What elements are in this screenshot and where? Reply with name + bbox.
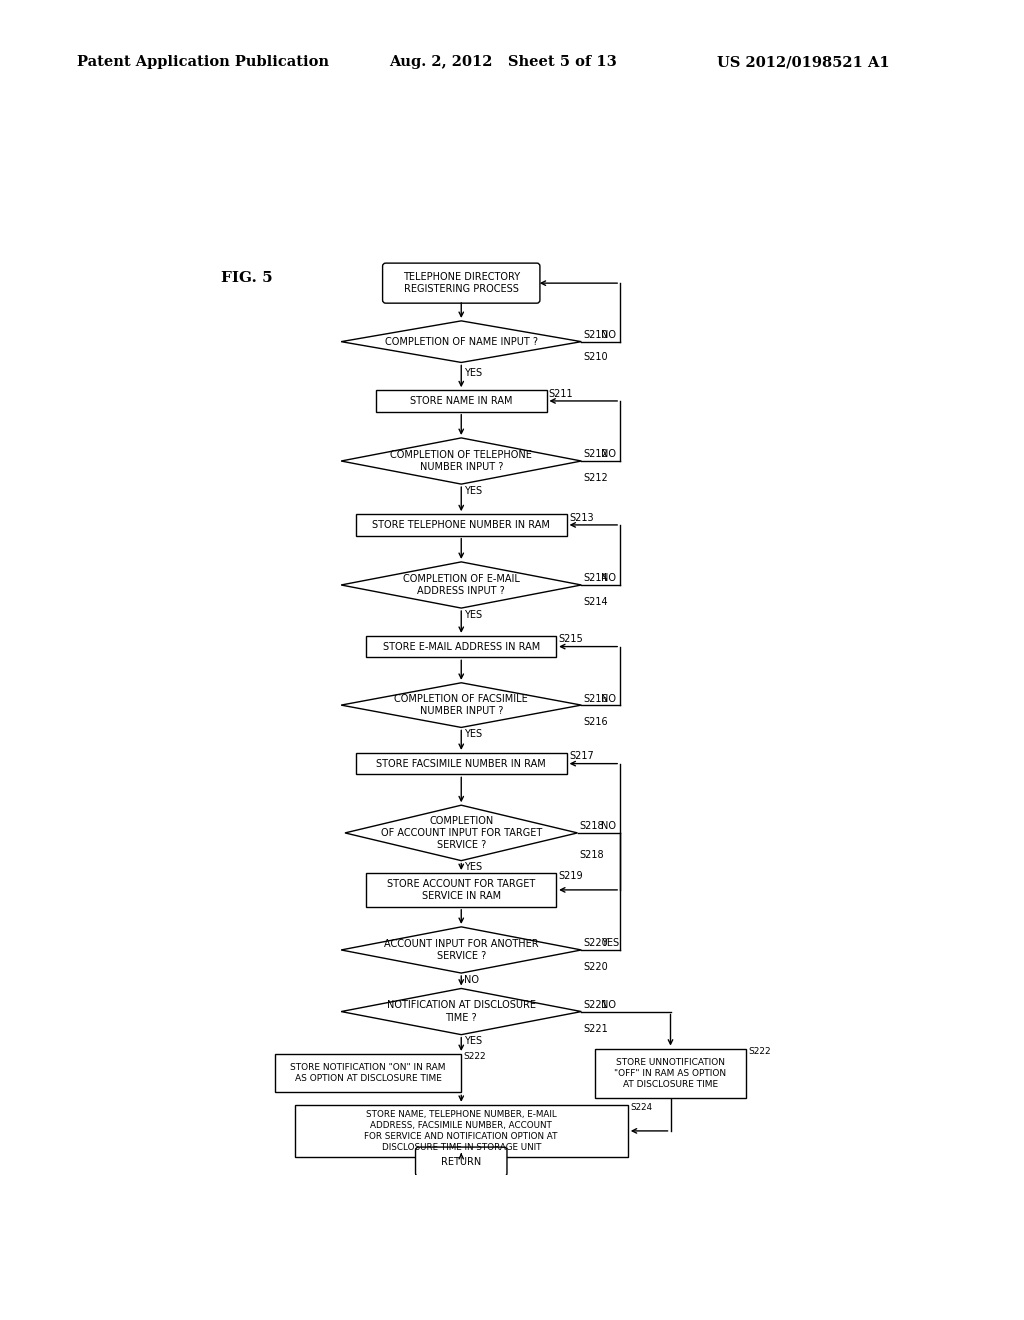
Text: US 2012/0198521 A1: US 2012/0198521 A1 xyxy=(717,55,890,69)
Bar xyxy=(356,515,566,536)
FancyBboxPatch shape xyxy=(416,1147,507,1176)
Text: S214: S214 xyxy=(584,573,608,583)
Text: COMPLETION
OF ACCOUNT INPUT FOR TARGET
SERVICE ?: COMPLETION OF ACCOUNT INPUT FOR TARGET S… xyxy=(381,816,542,850)
Bar xyxy=(356,752,566,775)
Text: S216: S216 xyxy=(584,693,608,704)
Bar xyxy=(295,1105,628,1158)
Text: Aug. 2, 2012   Sheet 5 of 13: Aug. 2, 2012 Sheet 5 of 13 xyxy=(389,55,616,69)
Text: YES: YES xyxy=(464,729,481,739)
Text: STORE TELEPHONE NUMBER IN RAM: STORE TELEPHONE NUMBER IN RAM xyxy=(373,520,550,529)
Text: NO: NO xyxy=(601,821,615,832)
Text: S213: S213 xyxy=(569,512,594,523)
Text: S217: S217 xyxy=(569,751,594,762)
Text: STORE NOTIFICATION "ON" IN RAM
AS OPTION AT DISCLOSURE TIME: STORE NOTIFICATION "ON" IN RAM AS OPTION… xyxy=(291,1063,446,1084)
Polygon shape xyxy=(341,562,582,609)
Text: S218: S218 xyxy=(579,850,604,859)
Text: COMPLETION OF E-MAIL
ADDRESS INPUT ?: COMPLETION OF E-MAIL ADDRESS INPUT ? xyxy=(402,574,520,597)
Text: Patent Application Publication: Patent Application Publication xyxy=(77,55,329,69)
Text: YES: YES xyxy=(464,1036,481,1047)
Text: STORE ACCOUNT FOR TARGET
SERVICE IN RAM: STORE ACCOUNT FOR TARGET SERVICE IN RAM xyxy=(387,879,536,902)
Polygon shape xyxy=(345,805,578,861)
Text: S210: S210 xyxy=(583,351,607,362)
Text: S215: S215 xyxy=(558,635,584,644)
Text: S218: S218 xyxy=(580,821,604,832)
Text: ACCOUNT INPUT FOR ANOTHER
SERVICE ?: ACCOUNT INPUT FOR ANOTHER SERVICE ? xyxy=(384,939,539,961)
Text: S220: S220 xyxy=(584,939,608,948)
Text: STORE NAME, TELEPHONE NUMBER, E-MAIL
ADDRESS, FACSIMILE NUMBER, ACCOUNT
FOR SERV: STORE NAME, TELEPHONE NUMBER, E-MAIL ADD… xyxy=(365,1110,558,1152)
Bar xyxy=(367,636,556,657)
Text: FIG. 5: FIG. 5 xyxy=(221,271,272,285)
Text: YES: YES xyxy=(601,939,618,948)
Text: S210: S210 xyxy=(584,330,608,341)
Text: YES: YES xyxy=(464,610,481,619)
Text: YES: YES xyxy=(464,368,481,378)
Polygon shape xyxy=(341,927,582,973)
Text: NO: NO xyxy=(464,974,478,985)
Text: S221: S221 xyxy=(584,1001,608,1010)
FancyBboxPatch shape xyxy=(383,263,540,304)
Polygon shape xyxy=(341,682,582,727)
Polygon shape xyxy=(341,321,582,363)
Text: TELEPHONE DIRECTORY
REGISTERING PROCESS: TELEPHONE DIRECTORY REGISTERING PROCESS xyxy=(402,272,520,294)
Bar xyxy=(367,873,556,907)
Text: COMPLETION OF FACSIMILE
NUMBER INPUT ?: COMPLETION OF FACSIMILE NUMBER INPUT ? xyxy=(394,694,528,717)
Text: NO: NO xyxy=(601,693,615,704)
Text: S220: S220 xyxy=(583,962,607,973)
Text: COMPLETION OF TELEPHONE
NUMBER INPUT ?: COMPLETION OF TELEPHONE NUMBER INPUT ? xyxy=(390,450,532,473)
Text: STORE E-MAIL ADDRESS IN RAM: STORE E-MAIL ADDRESS IN RAM xyxy=(383,642,540,652)
Text: S219: S219 xyxy=(558,871,583,882)
Polygon shape xyxy=(341,989,582,1035)
Text: S212: S212 xyxy=(583,474,607,483)
Text: S221: S221 xyxy=(583,1024,607,1034)
Text: YES: YES xyxy=(464,486,481,495)
Text: RETURN: RETURN xyxy=(441,1156,481,1167)
Text: S211: S211 xyxy=(549,388,573,399)
Text: S222: S222 xyxy=(749,1047,771,1056)
Text: YES: YES xyxy=(464,862,481,873)
Polygon shape xyxy=(341,438,582,484)
Text: NOTIFICATION AT DISCLOSURE
TIME ?: NOTIFICATION AT DISCLOSURE TIME ? xyxy=(387,1001,536,1023)
Text: STORE FACSIMILE NUMBER IN RAM: STORE FACSIMILE NUMBER IN RAM xyxy=(377,759,546,768)
Text: S224: S224 xyxy=(630,1104,652,1113)
Text: NO: NO xyxy=(601,450,615,459)
Text: NO: NO xyxy=(601,330,615,341)
Text: NO: NO xyxy=(601,1001,615,1010)
Text: S216: S216 xyxy=(583,717,607,726)
Text: STORE NAME IN RAM: STORE NAME IN RAM xyxy=(410,396,512,407)
Text: S214: S214 xyxy=(583,597,607,607)
Bar xyxy=(595,1048,746,1098)
Bar xyxy=(275,1053,461,1093)
Text: COMPLETION OF NAME INPUT ?: COMPLETION OF NAME INPUT ? xyxy=(385,337,538,347)
Text: STORE UNNOTIFICATION
"OFF" IN RAM AS OPTION
AT DISCLOSURE TIME: STORE UNNOTIFICATION "OFF" IN RAM AS OPT… xyxy=(614,1057,727,1089)
Bar xyxy=(376,391,547,412)
Text: S212: S212 xyxy=(584,450,608,459)
Text: NO: NO xyxy=(601,573,615,583)
Text: S222: S222 xyxy=(464,1052,486,1061)
